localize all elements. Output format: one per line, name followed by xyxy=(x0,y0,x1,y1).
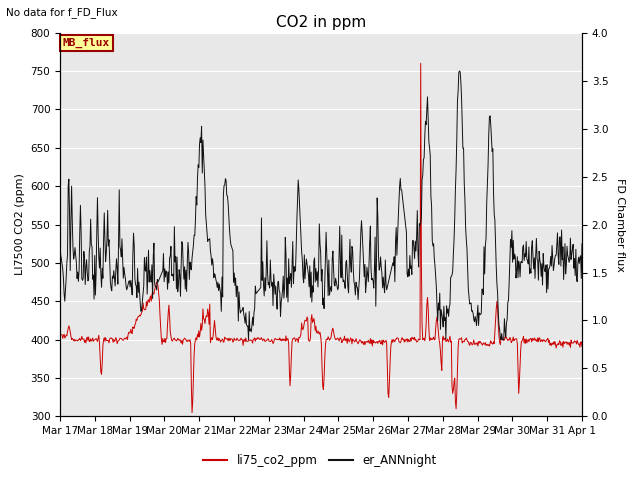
Legend: li75_co2_ppm, er_ANNnight: li75_co2_ppm, er_ANNnight xyxy=(199,449,441,472)
Y-axis label: FD Chamber flux: FD Chamber flux xyxy=(615,178,625,272)
Text: No data for f_FD_Flux: No data for f_FD_Flux xyxy=(6,7,118,18)
Y-axis label: LI7500 CO2 (ppm): LI7500 CO2 (ppm) xyxy=(15,174,25,276)
Title: CO2 in ppm: CO2 in ppm xyxy=(276,15,366,30)
Text: MB_flux: MB_flux xyxy=(63,38,110,48)
